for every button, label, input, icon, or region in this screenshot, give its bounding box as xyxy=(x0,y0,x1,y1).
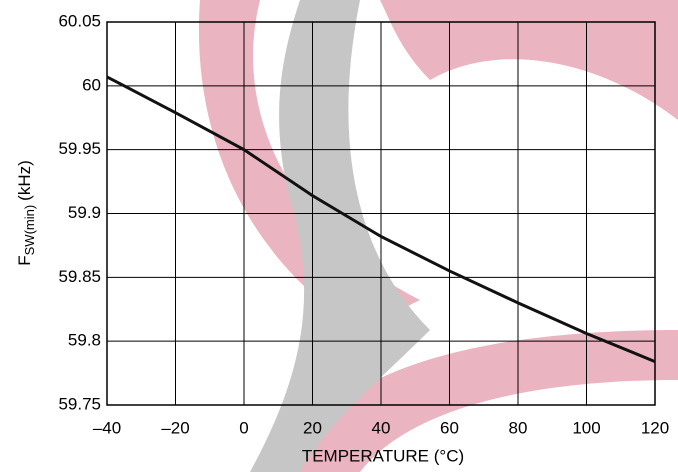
y-tick-label: 59.95 xyxy=(58,139,101,158)
x-tick-label: 120 xyxy=(641,418,669,437)
y-axis-title: FSW(min) (kHz) xyxy=(15,160,37,266)
x-tick-label: 60 xyxy=(440,418,459,437)
y-label-base: F xyxy=(15,255,34,265)
y-tick-label: 59.8 xyxy=(68,331,101,350)
x-tick-label: 80 xyxy=(509,418,528,437)
y-tick-label: 60.05 xyxy=(58,11,101,30)
x-tick-label: –40 xyxy=(93,418,121,437)
y-tick-label: 60 xyxy=(82,75,101,94)
y-tick-label: 59.9 xyxy=(68,203,101,222)
x-tick-label: 100 xyxy=(572,418,600,437)
y-label-unit: (kHz) xyxy=(15,160,34,201)
y-tick-label: 59.85 xyxy=(58,267,101,286)
plot-frame xyxy=(106,21,656,406)
y-label-sub: SW(min) xyxy=(22,205,37,256)
data-line xyxy=(106,75,656,363)
y-tick-label: 59.75 xyxy=(58,394,101,413)
x-tick-label: 40 xyxy=(372,418,391,437)
x-tick-label: 20 xyxy=(303,418,322,437)
x-tick-label: 0 xyxy=(239,418,248,437)
watermark xyxy=(198,0,678,472)
x-axis-title: TEMPERATURE (°C) xyxy=(302,446,464,465)
x-tick-label: –20 xyxy=(161,418,189,437)
